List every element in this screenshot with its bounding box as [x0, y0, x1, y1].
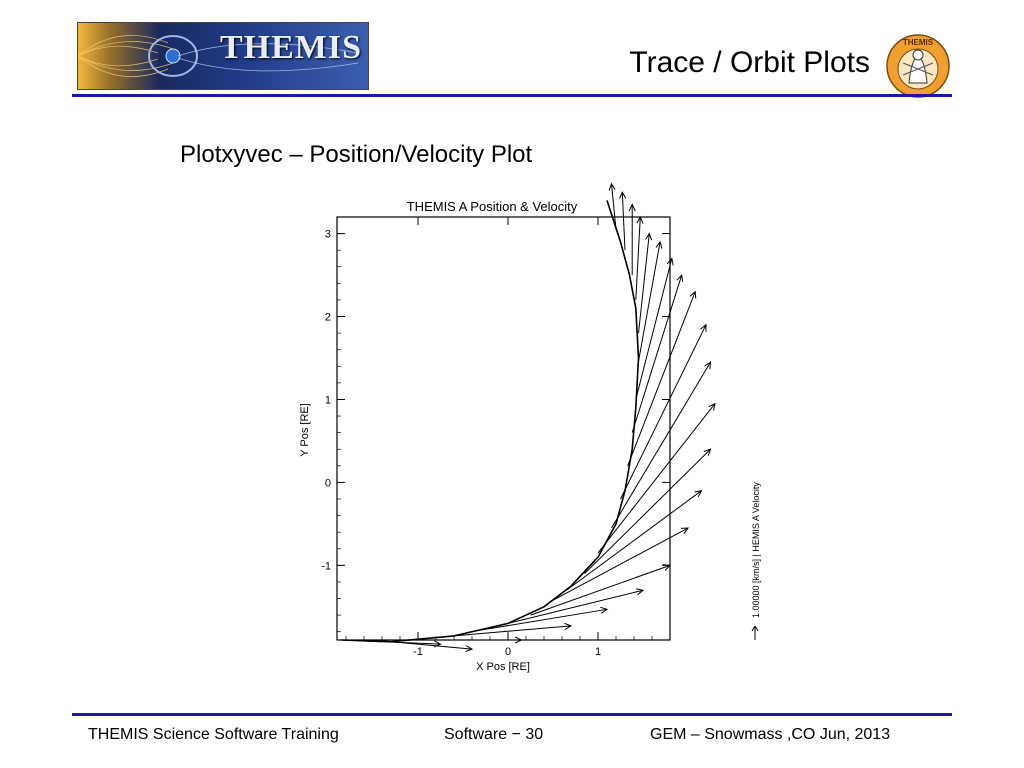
- velocity-vector: [507, 589, 644, 624]
- velocity-arrowhead: [645, 232, 653, 241]
- position-velocity-plot: THEMIS A Position & Velocity -1 0 1-10123 …: [299, 182, 761, 673]
- velocity-arrowhead: [676, 273, 684, 283]
- slide-title: Trace / Orbit Plots: [629, 46, 870, 79]
- mascot-text: THEMIS: [903, 38, 934, 47]
- footer-course: THEMIS Science Software Training: [88, 726, 339, 743]
- y-axis-label: Y Pos [RE]: [299, 403, 311, 457]
- velocity-vector: [621, 192, 626, 251]
- footer-event: GEM – Snowmass ,CO Jun, 2013: [650, 726, 891, 743]
- velocity-vector: [584, 448, 711, 575]
- velocity-vector: [638, 233, 650, 334]
- velocity-vector: [597, 403, 716, 554]
- y-tick-label: -1: [321, 560, 331, 572]
- slide-subtitle: Plotxyvec – Position/Velocity Plot: [180, 141, 533, 168]
- velocity-vector: [635, 216, 641, 300]
- x-axis-label: X Pos [RE]: [476, 661, 530, 673]
- y-tick-label: 0: [325, 477, 331, 489]
- velocity-arrowhead: [655, 240, 663, 249]
- themis-mascot-logo: THEMIS: [886, 34, 950, 98]
- header-rule: [72, 94, 952, 97]
- velocity-vector: [635, 258, 673, 400]
- legend-label: 1.00000 [km/s] | HEMIS A Velocity: [751, 482, 761, 618]
- velocity-vector: [381, 640, 473, 650]
- velocity-vector: [631, 274, 683, 433]
- velocity-arrowhead: [680, 527, 690, 534]
- logo-text: THEMIS: [219, 29, 362, 66]
- y-tick-label: 1: [325, 394, 331, 406]
- chart-title: THEMIS A Position & Velocity: [407, 199, 578, 214]
- velocity-vector: [566, 490, 702, 591]
- x-tick-label: 0: [505, 646, 511, 658]
- velocity-arrowhead: [564, 622, 573, 630]
- tick-labels: -1 0 1 -1 0 1 2 3: [321, 229, 601, 658]
- velocity-arrowhead: [619, 190, 627, 199]
- velocity-arrowhead: [600, 606, 609, 614]
- velocity-arrowhead: [704, 361, 712, 370]
- x-tick-label: -1: [413, 646, 423, 658]
- footer-rule: [72, 713, 952, 716]
- velocity-vector: [637, 241, 661, 367]
- plot-frame: [336, 216, 671, 641]
- velocity-arrowhead: [465, 645, 474, 653]
- velocity-arrowhead: [514, 636, 523, 644]
- velocity-vector: [627, 291, 696, 467]
- velocity-vector: [611, 361, 711, 529]
- y-tick-label: 2: [325, 312, 331, 324]
- velocity-vector: [453, 625, 572, 637]
- velocity-arrowhead: [703, 448, 712, 456]
- legend-arrowhead: [751, 625, 759, 632]
- themis-logo-banner: THEMIS: [77, 22, 369, 90]
- velocity-vectors: [341, 182, 716, 653]
- velocity-arrowhead: [662, 564, 672, 571]
- velocity-vector: [611, 183, 617, 230]
- trajectory-line: [341, 200, 640, 643]
- velocity-vector: [480, 608, 608, 631]
- velocity-arrowhead: [694, 490, 703, 498]
- velocity-arrowhead: [689, 290, 697, 299]
- velocity-arrowhead: [666, 257, 674, 266]
- magnetosphere-graphic: [78, 35, 359, 77]
- velocity-arrowhead: [636, 215, 644, 224]
- y-tick-label: 3: [325, 229, 331, 241]
- velocity-arrowhead: [636, 588, 645, 596]
- velocity-vector: [620, 324, 707, 500]
- velocity-arrowhead: [628, 203, 636, 212]
- x-tick-label: 1: [595, 646, 601, 658]
- velocity-vector: [530, 564, 671, 616]
- velocity-legend: 1.00000 [km/s] | HEMIS A Velocity: [751, 482, 761, 640]
- minor-ticks: [337, 217, 670, 640]
- velocity-arrowhead: [700, 323, 707, 332]
- footer-page: Software − 30: [444, 726, 544, 743]
- velocity-arrowhead: [708, 402, 716, 411]
- velocity-vector: [548, 527, 689, 604]
- velocity-arrowhead: [608, 182, 616, 191]
